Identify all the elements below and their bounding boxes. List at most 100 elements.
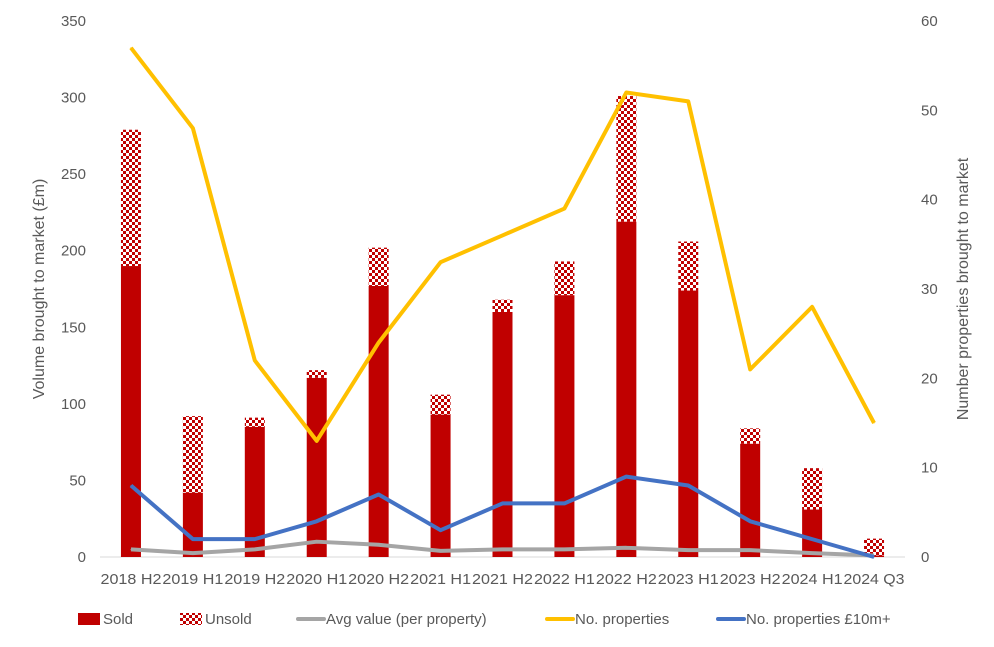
line-point [378, 493, 380, 495]
line-point [749, 368, 751, 370]
bar-unsold [306, 370, 327, 378]
y2-tick-label: 10 [921, 460, 938, 477]
bar-unsold [368, 247, 389, 286]
x-tick-label: 2022 H2 [596, 571, 657, 588]
y-tick-label: 0 [78, 549, 86, 566]
bar-sold [368, 285, 389, 557]
line-point [130, 47, 132, 49]
line-point [192, 552, 194, 554]
y-tick-label: 350 [61, 13, 86, 30]
legend-swatch [78, 613, 100, 625]
bar-sold [430, 414, 451, 557]
line-point [811, 552, 813, 554]
y-axis-title: Volume brought to market (£m) [31, 179, 48, 400]
y2-tick-label: 20 [921, 370, 938, 387]
y2-tick-label: 60 [921, 13, 938, 30]
legend-label: No. properties £10m+ [746, 611, 891, 628]
line-point [687, 485, 689, 487]
y-tick-label: 250 [61, 166, 86, 183]
bar-sold [678, 290, 699, 557]
line-point [192, 127, 194, 129]
x-tick-label: 2019 H1 [162, 571, 223, 588]
bar-unsold [120, 129, 141, 267]
line-point [440, 550, 442, 552]
line-point [316, 541, 318, 543]
bar-sold [244, 426, 265, 557]
line-point [254, 538, 256, 540]
line-point [254, 548, 256, 550]
x-tick-label: 2020 H1 [286, 571, 347, 588]
bar-sold [802, 509, 823, 557]
legend-swatch [180, 613, 202, 625]
line-point [749, 520, 751, 522]
bar-sold [182, 492, 203, 557]
line-point [502, 502, 503, 504]
line-point [254, 359, 256, 361]
y-tick-label: 50 [69, 472, 86, 489]
line-point [873, 556, 875, 558]
bar-unsold [864, 538, 885, 556]
y-tick-label: 300 [61, 90, 86, 107]
x-tick-label: 2021 H1 [410, 571, 471, 588]
x-tick-label: 2020 H2 [348, 571, 409, 588]
line-point [563, 548, 565, 550]
y2-tick-label: 40 [921, 192, 938, 209]
line-point [316, 440, 318, 442]
line-point [440, 529, 442, 531]
x-tick-label: 2021 H2 [472, 571, 533, 588]
line-point [192, 538, 194, 540]
x-tick-label: 2023 H2 [720, 571, 781, 588]
line-point [563, 208, 565, 210]
y2-tick-label: 30 [921, 281, 938, 298]
line-point [687, 100, 689, 102]
line-point [378, 342, 380, 344]
x-tick-label: 2023 H1 [658, 571, 719, 588]
line-point [130, 485, 132, 487]
line-point [873, 422, 875, 424]
bar-sold [554, 295, 575, 557]
line-point [811, 538, 813, 540]
line-point [316, 520, 318, 522]
line-point [625, 476, 627, 478]
bar-unsold [616, 96, 637, 222]
y2-tick-label: 0 [921, 549, 929, 566]
y-tick-label: 100 [61, 396, 86, 413]
bar-sold [616, 221, 637, 558]
bar-unsold [492, 299, 513, 312]
line-point [687, 549, 689, 551]
bar-sold [492, 311, 513, 557]
y2-tick-label: 50 [921, 102, 938, 119]
line-point [811, 306, 813, 308]
line-point [625, 91, 627, 93]
y2-axis-title: Number properties brought to market [955, 157, 972, 420]
x-tick-label: 2018 H2 [101, 571, 162, 588]
line-point [749, 549, 751, 551]
x-tick-label: 2022 H1 [534, 571, 595, 588]
line-point [502, 548, 503, 550]
bar-sold [740, 443, 761, 557]
y-tick-label: 200 [61, 243, 86, 260]
bar-unsold [802, 468, 823, 510]
bar-unsold [182, 416, 203, 493]
y-tick-label: 150 [61, 319, 86, 336]
x-tick-label: 2019 H2 [224, 571, 285, 588]
line-point [378, 544, 380, 546]
bar-unsold [740, 428, 761, 444]
legend-label: Avg value (per property) [326, 611, 487, 628]
bar-sold [306, 377, 327, 557]
bar-unsold [430, 394, 451, 415]
line-point [440, 261, 442, 263]
bar-sold [120, 266, 141, 557]
legend-label: Unsold [205, 611, 252, 628]
bar-unsold [244, 417, 265, 427]
line-point [563, 502, 565, 504]
bar-unsold [678, 241, 699, 291]
legend-label: No. properties [575, 611, 669, 628]
x-tick-label: 2024 Q3 [844, 571, 905, 588]
legend-label: Sold [103, 611, 133, 628]
line-point [625, 547, 627, 549]
x-tick-label: 2024 H1 [782, 571, 843, 588]
line-point [502, 234, 503, 236]
bar-unsold [554, 261, 575, 296]
